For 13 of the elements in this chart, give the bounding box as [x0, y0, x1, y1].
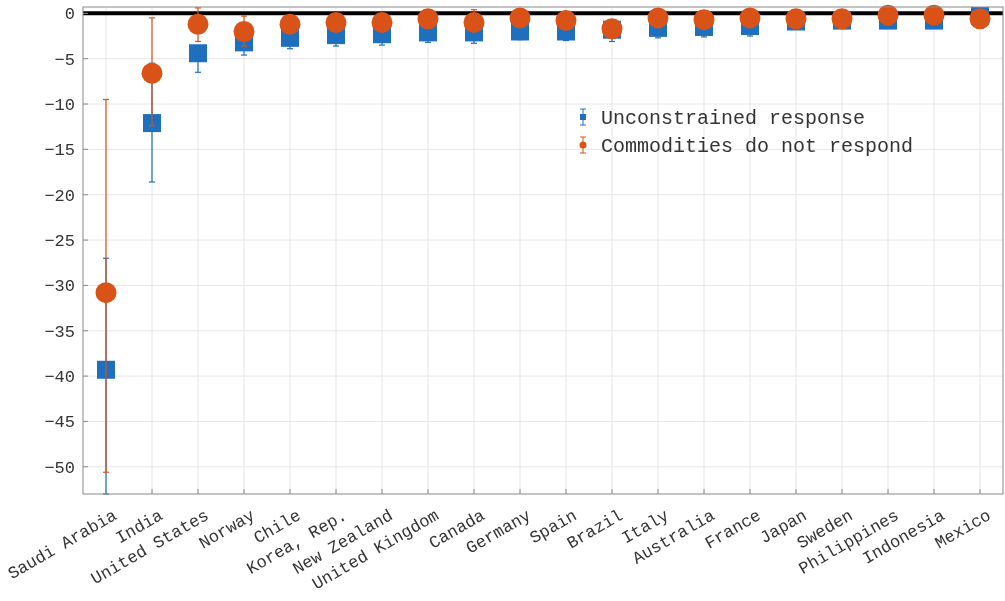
- y-tick-label: −30: [44, 277, 75, 297]
- legend-label: Commodities do not respond: [601, 135, 914, 158]
- y-tick-label: −10: [44, 95, 75, 115]
- y-tick-label: −20: [44, 186, 75, 206]
- y-tick-label: −15: [44, 141, 75, 161]
- y-tick-label: −45: [44, 413, 75, 433]
- y-tick-label: −35: [44, 322, 75, 342]
- y-tick-label: −50: [44, 458, 75, 478]
- y-tick-label: −5: [54, 50, 75, 70]
- legend-label: Unconstrained response: [601, 107, 866, 130]
- y-tick-label: 0: [64, 5, 75, 25]
- y-tick-label: −40: [44, 368, 75, 388]
- y-tick-label: −25: [44, 232, 75, 252]
